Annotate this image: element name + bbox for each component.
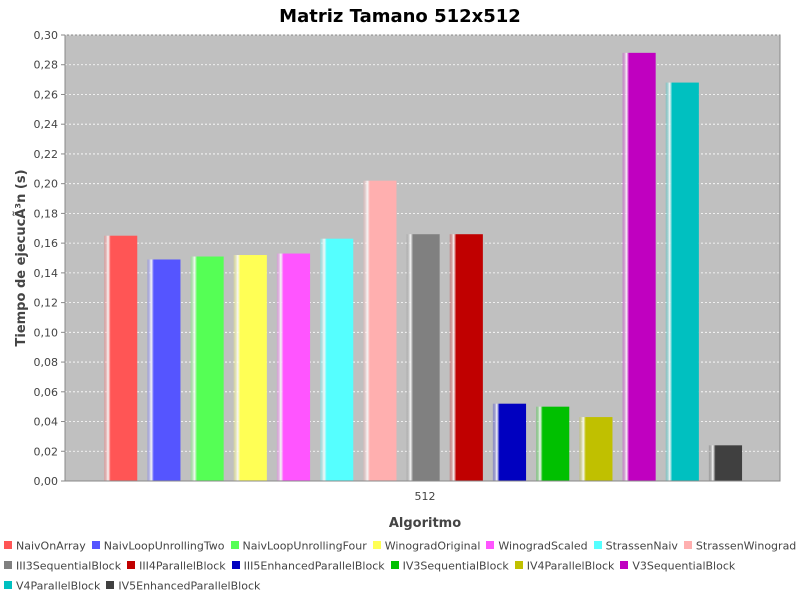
y-tick-label: 0,04 [34, 416, 59, 429]
legend-item: NaivLoopUnrollingFour [230, 539, 367, 553]
legend-item: V3SequentialBlock [620, 559, 735, 573]
legend-item: IV3SequentialBlock [390, 559, 509, 573]
y-tick-label: 0,18 [34, 207, 59, 220]
legend-swatch [593, 541, 602, 549]
y-tick-label: 0,28 [34, 59, 59, 72]
y-tick-label: 0,00 [34, 475, 59, 488]
bar-iii5enhancedparallelblock [492, 403, 527, 481]
legend-item: NaivLoopUnrollingTwo [91, 539, 225, 553]
legend-item: WinogradScaled [486, 539, 588, 553]
y-tick-label: 0,02 [34, 445, 59, 458]
bar-naivloopunrollingfour [190, 256, 224, 481]
legend-label: IV4ParallelBlock [526, 559, 615, 573]
legend-label: III4ParallelBlock [139, 559, 226, 573]
legend-item: StrassenNaiv [593, 539, 678, 553]
legend-label: III3SequentialBlock [16, 559, 122, 573]
legend-label: StrassenWinograd [695, 539, 797, 553]
legend-item: NaivOnArray [4, 539, 86, 553]
y-tick-label: 0,22 [34, 148, 59, 161]
y-tick-label: 0,16 [34, 237, 59, 250]
bar-winogradoriginal [233, 255, 267, 481]
legend-item: IV4ParallelBlock [514, 559, 615, 573]
legend-item: V4ParallelBlock [4, 579, 100, 593]
legend-item: III3SequentialBlock [4, 559, 121, 573]
legend-swatch [4, 581, 12, 589]
y-tick-label: 0,30 [34, 29, 59, 42]
legend-item: III5EnhancedParallelBlock [231, 559, 385, 573]
y-tick-label: 0,12 [34, 297, 59, 310]
legend-label: StrassenNaiv [605, 539, 678, 553]
x-axis-title: Algoritmo [389, 516, 461, 531]
chart-title: Matriz Tamano 512x512 [279, 6, 521, 27]
bar-iii4parallelblock [449, 234, 483, 481]
bar-strassennaiv [320, 238, 354, 481]
legend-swatch [231, 561, 240, 569]
legend-item: IV5EnhancedParallelBlock [106, 579, 260, 593]
legend-row: NaivOnArray NaivLoopUnrollingTwo NaivLoopU… [4, 539, 800, 559]
legend-label: V4ParallelBlock [16, 579, 101, 593]
bar-iv5enhancedparallelblock [708, 445, 743, 481]
legend-label: V3SequentialBlock [632, 559, 736, 573]
x-category-label: 512 [415, 490, 436, 503]
legend-swatch [372, 541, 381, 549]
legend-swatch [514, 561, 523, 569]
y-tick-label: 0,26 [34, 88, 59, 101]
y-tick-label: 0,14 [34, 267, 59, 280]
legend-swatch [4, 541, 12, 549]
legend-swatch [486, 541, 495, 549]
legend-label: IV5EnhancedParallelBlock [118, 579, 261, 593]
legend-swatch [91, 541, 100, 549]
legend-label: WinogradScaled [498, 539, 588, 553]
y-tick-label: 0,08 [34, 356, 59, 369]
legend-item: StrassenWinograd [683, 539, 797, 553]
bar-naivonarray [104, 235, 138, 481]
legend-label: III5EnhancedParallelBlock [243, 559, 385, 573]
bars [104, 52, 743, 482]
legend-item: WinogradOriginal [372, 539, 481, 553]
legend-label: NaivOnArray [16, 539, 86, 553]
y-tick-label: 0,24 [34, 118, 59, 131]
legend-swatch [683, 541, 692, 549]
bar-v3sequentialblock [622, 52, 656, 482]
y-tick-label: 0,20 [34, 178, 59, 191]
bar-winogradscaled [276, 253, 311, 481]
y-tick-label: 0,10 [34, 326, 59, 339]
bar-iv3sequentialblock [536, 406, 570, 481]
y-axis-ticks: 0,00 0,02 0,04 0,06 0,08 0,10 0,12 0,14 0,16 0,18… [34, 29, 65, 488]
y-tick-label: 0,06 [34, 386, 59, 399]
legend-label: IV3SequentialBlock [402, 559, 509, 573]
bar-naivloopunrollingtwo [147, 259, 181, 481]
bar-iv4parallelblock [579, 417, 613, 481]
y-axis-title: Tiempo de ejecucÃ³n (s) [13, 169, 29, 346]
legend-label: NaivLoopUnrollingTwo [103, 539, 225, 553]
bar-strassenwinograd [363, 180, 397, 481]
legend-row: III3SequentialBlock III4ParallelBlock III5… [4, 559, 741, 579]
legend-swatch [620, 561, 629, 569]
legend-swatch [127, 561, 136, 569]
bar-iii3sequentialblock [406, 234, 440, 481]
bar-v4parallelblock [665, 82, 699, 481]
legend-label: NaivLoopUnrollingFour [242, 539, 367, 553]
legend-swatch [230, 541, 239, 549]
legend-item: III4ParallelBlock [127, 559, 226, 573]
legend-swatch [4, 561, 12, 569]
legend-row: V4ParallelBlock IV5EnhancedParallelBlock [4, 579, 266, 599]
legend-label: WinogradOriginal [384, 539, 481, 553]
legend-swatch [390, 561, 399, 569]
legend-swatch [106, 581, 115, 589]
